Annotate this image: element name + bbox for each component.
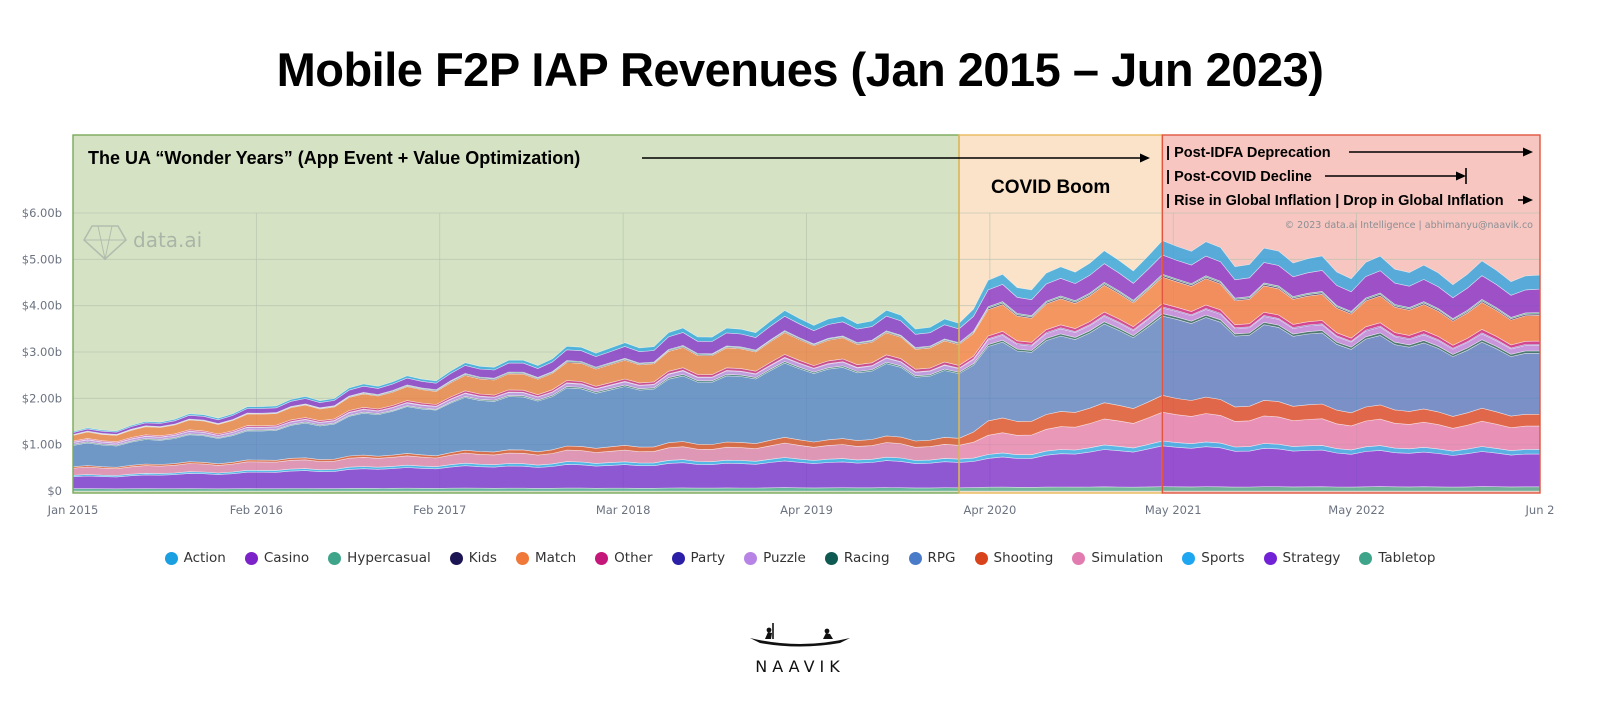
legend-item-match[interactable]: Match [515,550,577,566]
legend-label: Strategy [1282,550,1341,566]
x-tick-label: Jun 2 [1525,503,1555,517]
legend-item-racing[interactable]: Racing [824,550,890,566]
legend-label: Racing [843,550,890,566]
wonder-years-arrow-head [1140,153,1150,163]
legend-item-other[interactable]: Other [595,550,653,566]
x-tick-label: Feb 2017 [413,503,466,517]
y-tick-label: $2.00b [22,391,62,405]
legend-dot-icon [449,551,463,565]
x-tick-label: May 2022 [1328,503,1385,517]
legend-dot-icon [1263,551,1277,565]
brand-name: NAAVIK [755,657,845,676]
legend-item-strategy[interactable]: Strategy [1263,550,1341,566]
legend-dot-icon [908,551,922,565]
watermark-text: data.ai [133,228,202,252]
legend-item-simulation[interactable]: Simulation [1072,550,1163,566]
legend-label: Kids [468,550,497,566]
y-tick-label: $3.00b [22,345,62,359]
legend-item-action[interactable]: Action [164,550,226,566]
legend-label: Other [614,550,653,566]
y-tick-label: $0 [47,484,62,498]
covid-boom-label: COVID Boom [991,177,1110,198]
legend-label: Sports [1201,550,1245,566]
legend-dot-icon [1182,551,1196,565]
axis-labels: $0 $1.00b $2.00b $3.00b $4.00b $5.00b $6.00b Ja… [22,206,1555,517]
legend-label: Hypercasual [347,550,431,566]
legend-item-casino[interactable]: Casino [244,550,310,566]
stacked-areas [72,240,1541,492]
diamond-facets [84,225,126,260]
legend-item-hypercasual[interactable]: Hypercasual [328,550,431,566]
post-covid-arrow-head [1456,171,1466,181]
legend-item-rpg[interactable]: RPG [908,550,956,566]
post-idfa-arrow-head [1523,147,1533,157]
legend-dot-icon [328,551,342,565]
x-tick-label: Feb 2016 [230,503,283,517]
x-tick-label: May 2021 [1145,503,1202,517]
x-tick-label: Mar 2018 [596,503,651,517]
boat-icon [750,623,850,647]
inflation-arrow-head [1523,195,1533,205]
legend: Action Casino Hypercasual Kids Match Other Par… [0,550,1600,566]
legend-dot-icon [164,551,178,565]
legend-item-kids[interactable]: Kids [449,550,497,566]
brand-logo: NAAVIK [735,620,865,676]
legend-label: Tabletop [1378,550,1436,566]
legend-label: Casino [263,550,310,566]
x-tick-label: Apr 2019 [780,503,833,517]
legend-dot-icon [1359,551,1373,565]
legend-dot-icon [1072,551,1086,565]
post-covid-label: | Post-COVID Decline [1166,169,1312,185]
legend-label: Action [183,550,226,566]
legend-label: Match [534,550,577,566]
diamond-icon [82,225,128,261]
legend-dot-icon [595,551,609,565]
annotations: The UA “Wonder Years” (App Event + Value… [82,145,1534,261]
legend-label: Simulation [1091,550,1164,566]
era-borders [72,134,1541,494]
y-tick-label: $1.00b [22,438,62,452]
legend-item-party[interactable]: Party [671,550,726,566]
chart-title: Mobile F2P IAP Revenues (Jan 2015 – Jun … [276,43,1324,96]
legend-label: RPG [927,550,956,566]
legend-item-shooting[interactable]: Shooting [974,550,1054,566]
legend-dot-icon [824,551,838,565]
post-idfa-label: | Post-IDFA Deprecation [1166,145,1331,161]
wonder-years-label: The UA “Wonder Years” (App Event + Value… [88,148,580,168]
y-tick-label: $5.00b [22,252,62,266]
y-tick-label: $4.00b [22,299,62,313]
legend-label: Puzzle [763,550,806,566]
watermark: data.ai [82,225,202,261]
y-tick-label: $6.00b [22,206,62,220]
legend-dot-icon [244,551,258,565]
legend-item-sports[interactable]: Sports [1182,550,1245,566]
era-border-2 [1161,134,1541,494]
legend-label: Party [690,550,726,566]
inflation-label: | Rise in Global Inflation | Drop in Glo… [1166,193,1504,209]
copyright-text: © 2023 data.ai Intelligence | abhimanyu@… [1285,220,1534,231]
legend-label: Shooting [993,550,1054,566]
x-tick-label: Apr 2020 [963,503,1016,517]
legend-dot-icon [515,551,529,565]
legend-dot-icon [671,551,685,565]
legend-item-puzzle[interactable]: Puzzle [744,550,806,566]
chart-area: $0 $1.00b $2.00b $3.00b $4.00b $5.00b $6.00b Ja… [22,134,1555,517]
legend-dot-icon [974,551,988,565]
x-tick-label: Jan 2015 [47,503,99,517]
legend-item-tabletop[interactable]: Tabletop [1359,550,1435,566]
legend-dot-icon [744,551,758,565]
